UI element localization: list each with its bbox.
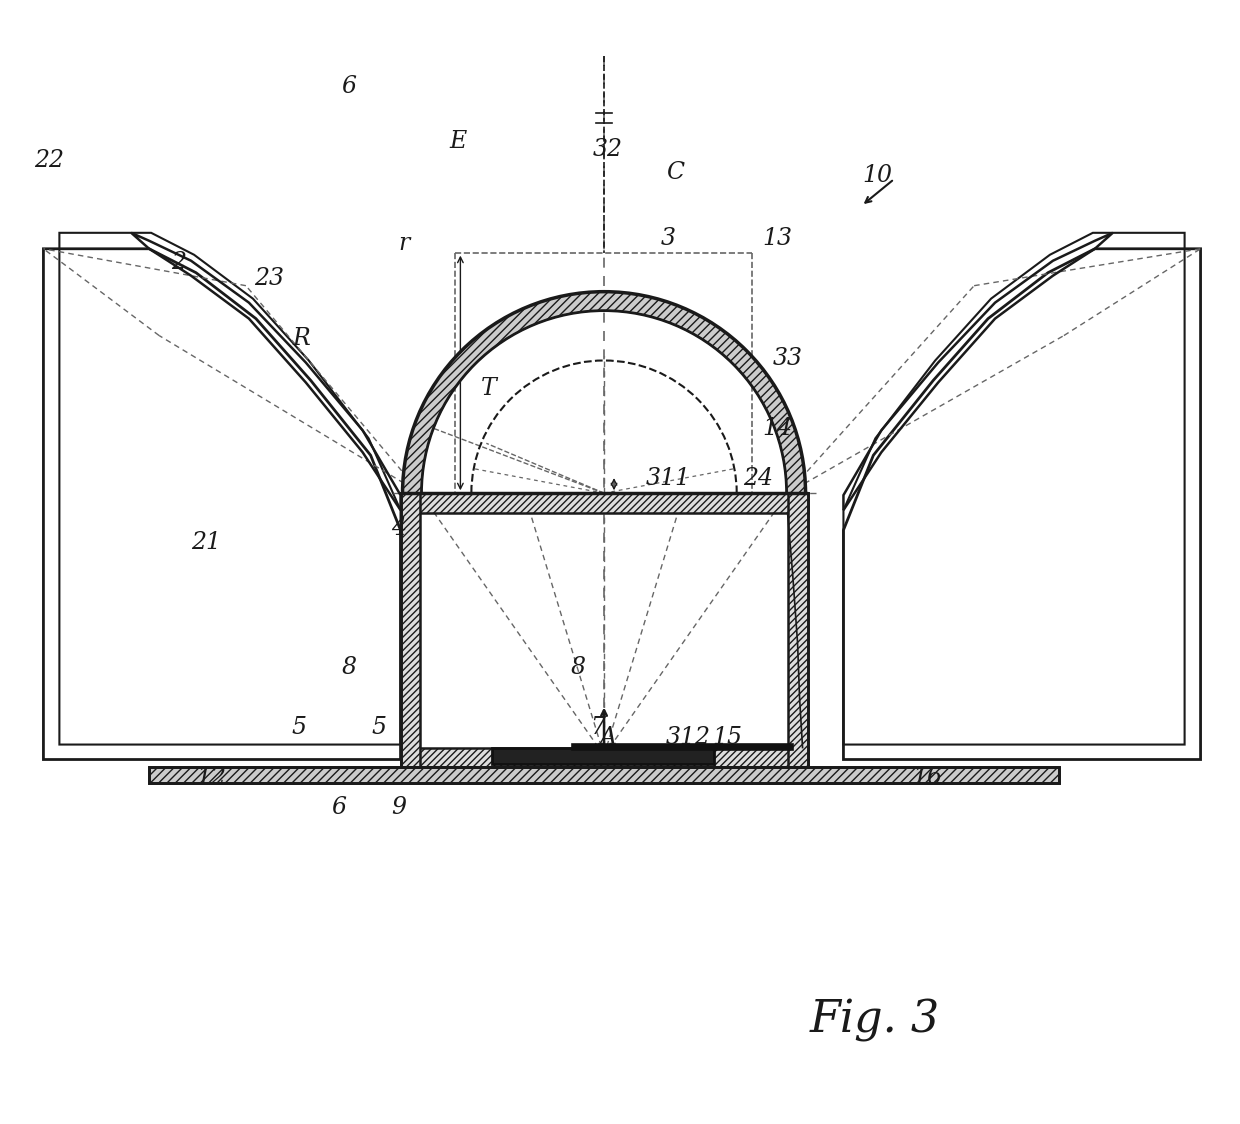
Text: 12: 12 <box>196 765 226 789</box>
Text: 7: 7 <box>590 716 605 740</box>
Text: 9: 9 <box>391 796 405 819</box>
Text: 16: 16 <box>913 765 942 789</box>
Polygon shape <box>401 493 807 514</box>
Text: 6: 6 <box>341 74 356 98</box>
Text: 8: 8 <box>341 656 356 679</box>
Text: 5: 5 <box>371 716 386 740</box>
Text: C: C <box>666 162 684 184</box>
Text: T: T <box>480 377 496 400</box>
Text: 21: 21 <box>191 531 221 553</box>
Text: 4: 4 <box>391 517 405 540</box>
Text: 312: 312 <box>666 726 711 749</box>
Text: A: A <box>599 726 616 749</box>
Text: Fig. 3: Fig. 3 <box>810 999 940 1042</box>
Text: 13: 13 <box>763 227 792 251</box>
Text: 2: 2 <box>171 252 186 274</box>
Polygon shape <box>403 291 806 493</box>
Text: 22: 22 <box>35 149 64 172</box>
Text: 6: 6 <box>331 796 346 819</box>
Text: 33: 33 <box>773 347 802 370</box>
Text: 10: 10 <box>862 164 893 188</box>
Polygon shape <box>401 493 420 768</box>
Polygon shape <box>492 747 714 763</box>
Text: 3: 3 <box>661 227 676 251</box>
Polygon shape <box>401 747 807 768</box>
Text: 5: 5 <box>291 716 306 740</box>
Text: E: E <box>450 129 467 153</box>
Text: 24: 24 <box>743 466 773 490</box>
Polygon shape <box>787 493 807 768</box>
Text: 8: 8 <box>570 656 585 679</box>
Text: r: r <box>398 233 409 255</box>
Text: 15: 15 <box>713 726 743 749</box>
Text: 311: 311 <box>645 466 691 490</box>
Text: R: R <box>291 327 310 350</box>
Text: 32: 32 <box>593 137 622 161</box>
Text: 14: 14 <box>763 417 792 439</box>
Polygon shape <box>149 768 1059 783</box>
Text: 23: 23 <box>254 268 284 290</box>
